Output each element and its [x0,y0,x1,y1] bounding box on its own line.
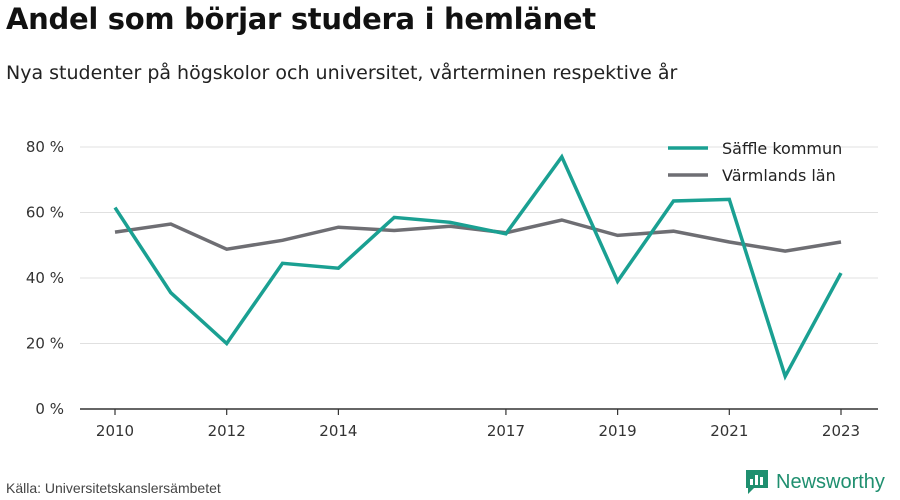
y-tick-label: 0 % [35,400,64,418]
grid-lines [80,146,878,344]
x-tick-label: 2023 [822,422,860,440]
y-tick-label: 20 % [26,335,64,353]
chart-subtitle: Nya studenter på högskolor och universit… [6,62,678,84]
chart-title: Andel som börjar studera i hemlänet [6,2,596,36]
brand[interactable]: Newsworthy [744,468,885,496]
series-lines [113,153,843,381]
y-tick-label: 40 % [26,269,64,287]
legend-label: Värmlands län [722,166,836,185]
y-tick-labels: 0 % 20 % 40 % 60 % 80 % [26,138,64,418]
y-tick-label: 80 % [26,138,64,156]
legend-label: Säffle kommun [722,139,842,158]
x-tick-label: 2017 [487,422,525,440]
x-tick-label: 2014 [319,422,357,440]
legend: Säffle kommun Värmlands län [668,139,842,185]
y-tick-label: 60 % [26,204,64,222]
x-tick-label: 2019 [599,422,637,440]
x-tick-label: 2021 [710,422,748,440]
source-note: Källa: Universitetskanslersämbetet [6,480,221,496]
series-line-saffle [113,153,843,381]
brand-name: Newsworthy [776,470,885,493]
x-axis: 2010 2012 2014 2017 2019 2021 2023 [80,408,878,440]
series-line-varmland [114,218,842,253]
x-tick-label: 2012 [208,422,246,440]
newsworthy-logo-icon [746,470,768,494]
x-tick-label: 2010 [96,422,134,440]
